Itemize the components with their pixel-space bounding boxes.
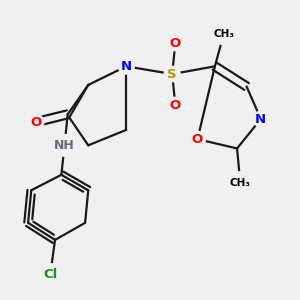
Text: N: N <box>121 60 132 73</box>
Circle shape <box>213 23 235 45</box>
Circle shape <box>39 264 62 285</box>
Circle shape <box>190 131 206 147</box>
Circle shape <box>253 111 269 127</box>
Circle shape <box>118 58 134 74</box>
Text: N: N <box>255 112 266 125</box>
Circle shape <box>229 172 251 194</box>
Circle shape <box>167 35 183 51</box>
Text: Cl: Cl <box>43 268 57 281</box>
Text: O: O <box>170 99 181 112</box>
Text: O: O <box>30 116 42 129</box>
Text: S: S <box>167 68 177 81</box>
Text: O: O <box>170 37 181 50</box>
Circle shape <box>28 114 44 130</box>
Text: CH₃: CH₃ <box>230 178 251 188</box>
Text: CH₃: CH₃ <box>213 29 234 39</box>
Circle shape <box>53 134 76 156</box>
Circle shape <box>167 97 183 113</box>
Text: O: O <box>192 133 203 146</box>
Circle shape <box>164 66 180 82</box>
Text: NH: NH <box>54 139 75 152</box>
